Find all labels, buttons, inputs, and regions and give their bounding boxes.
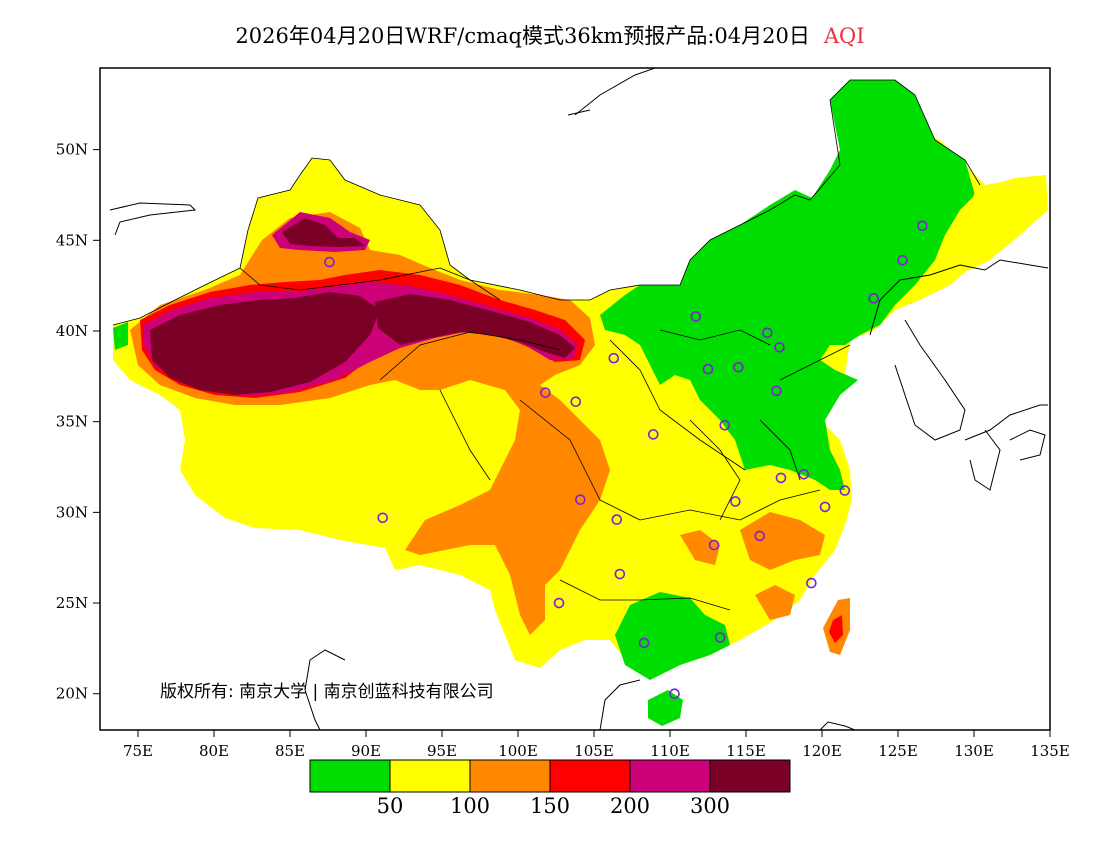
station-marker [614,568,626,580]
station-marker [611,514,623,525]
y-tick-label: 35N [56,413,88,431]
copyright-text: 版权所有: 南京大学 | 南京创蓝科技有限公司 [160,682,494,702]
y-tick-label: 30N [56,503,88,521]
x-tick-label: 90E [351,742,381,760]
aqi-zone-maroon-north [282,218,365,247]
aqi-zone-green-south [615,592,730,680]
x-tick-label: 120E [802,742,842,760]
station-marker [608,352,620,364]
station-marker [730,496,741,507]
x-tick-label: 110E [650,742,690,760]
x-tick-label: 80E [199,742,229,760]
y-tick-label: 25N [56,594,88,612]
aqi-zone-green-west [113,322,128,350]
aqi-zone-maroon-gansu [375,294,575,358]
variable-label: AQI [823,24,865,48]
x-tick-label: 135E [1030,742,1070,760]
aqi-zone-taiwan-red [829,615,843,643]
aqi-zone-orange-east [740,512,825,570]
station-marker [553,597,565,609]
y-tick-label: 40N [56,322,88,340]
aqi-fields [109,68,1049,730]
station-marker [733,361,744,373]
station-marker [917,220,928,232]
station-marker [771,385,782,397]
aqi-legend: 50 100 150 200 300 [309,759,791,818]
legend-label: 300 [690,794,730,818]
product-title: 2026年04月20日WRF/cmaq模式36km预报产品:04月20日 [235,24,810,48]
x-tick-label: 115E [726,742,766,760]
y-tick-label: 20N [56,685,88,703]
station-marker [798,468,810,480]
station-marker [708,539,720,551]
legend-swatch [709,759,791,793]
x-tick-label: 130E [954,742,994,760]
station-marker [774,342,785,353]
aqi-zone-orange-hunan [680,530,720,565]
station-marker [638,637,650,649]
map-frame [99,67,1051,731]
boundaries [112,79,981,611]
x-tick-label: 105E [574,742,614,760]
station-marker [775,472,787,484]
station-marker [540,387,551,398]
station-marker [754,530,765,542]
legend-label: 150 [530,794,570,818]
aqi-zone-maroon-tarim [150,292,380,395]
y-tick-label: 45N [56,231,88,249]
legend-label: 50 [377,794,404,818]
station-marker [647,429,659,440]
station-marker [575,494,586,505]
x-tick-label: 100E [498,742,538,760]
station-marker [806,577,817,589]
x-tick-label: 85E [275,742,305,760]
station-marker [819,501,831,513]
y-axis: 50N 45N 40N 35N 30N 25N 20N [56,141,100,703]
legend-label: 200 [610,794,650,818]
legend-swatch [629,759,711,793]
coastlines [109,68,1049,730]
legend-swatch [389,759,471,793]
station-marker [761,327,773,339]
station-marker [377,512,389,524]
x-tick-label: 125E [878,742,918,760]
legend-label: 100 [450,794,490,818]
station-marker [690,311,702,322]
aqi-zone-yellow-far-east [960,175,1048,270]
x-tick-label: 75E [123,742,153,760]
station-marker [714,632,726,643]
station-marker [669,688,680,700]
station-marker [324,256,335,268]
station-marker [897,254,908,266]
map-title: 2026年04月20日WRF/cmaq模式36km预报产品:04月20日 AQI [0,20,1100,50]
legend-swatch [549,759,631,793]
aqi-zone-orange-southeast [755,585,795,620]
legend-swatch [469,759,551,793]
legend-swatch [309,759,391,793]
station-marker [702,363,714,375]
y-tick-label: 50N [56,141,88,159]
station-marker [719,419,731,431]
x-tick-label: 95E [427,742,457,760]
station-marker [868,293,879,304]
station-marker [839,485,851,496]
station-marker [570,396,582,408]
aqi-zone-green-north [600,80,975,490]
x-axis: 75E 80E 85E 90E 95E 100E 105E 110E 115E 120E 125E 1… [123,730,1070,760]
stations-layer [324,220,928,700]
